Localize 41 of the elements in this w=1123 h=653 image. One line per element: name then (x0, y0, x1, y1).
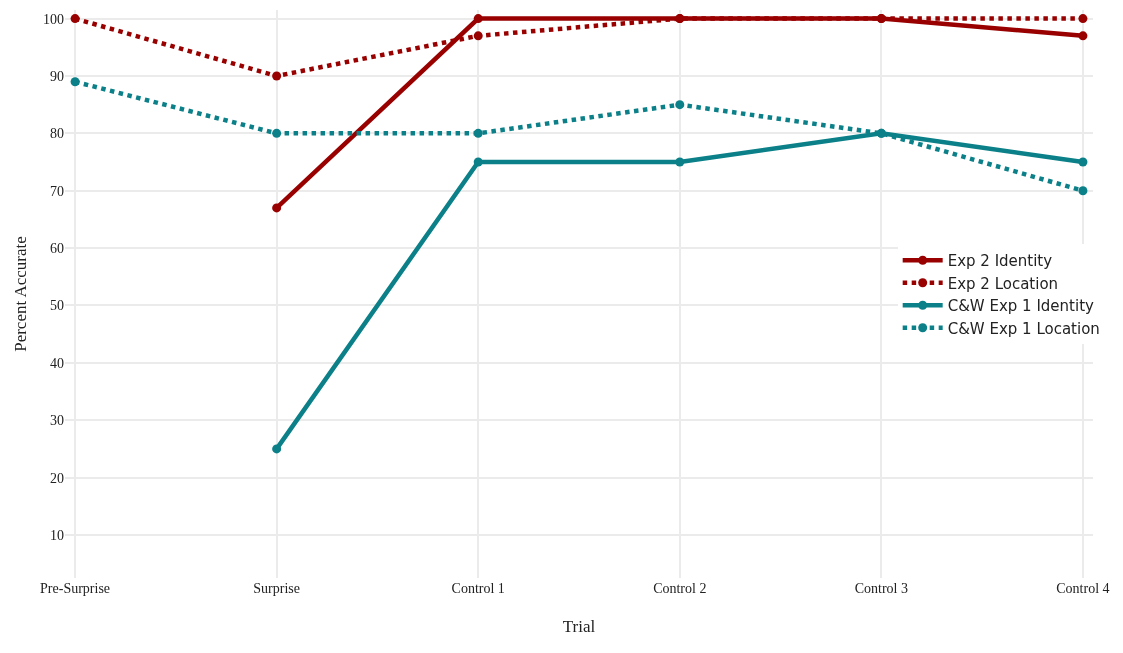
legend-label: C&W Exp 1 Location (947, 319, 1100, 338)
point (272, 444, 282, 454)
legend-label: Exp 2 Identity (947, 252, 1053, 271)
point (675, 100, 685, 110)
point (1078, 14, 1088, 24)
point (1078, 157, 1088, 167)
point (473, 14, 483, 24)
y-tick-label: 30 (50, 413, 64, 429)
point (876, 14, 886, 24)
y-tick-label: 10 (50, 527, 64, 543)
legend-label: Exp 2 Location (947, 274, 1059, 293)
x-tick-label: Control 4 (1056, 581, 1110, 596)
point (70, 77, 80, 87)
x-tick-label: Surprise (253, 581, 300, 596)
point (272, 128, 282, 138)
point (272, 71, 282, 81)
y-tick-label: 40 (50, 355, 64, 371)
point (876, 128, 886, 138)
x-axis-title: Trial (562, 617, 596, 637)
legend-label: C&W Exp 1 Identity (947, 297, 1095, 316)
point (70, 14, 80, 24)
x-tick-label: Control 3 (854, 581, 908, 596)
x-tick-label: Control 2 (653, 581, 707, 596)
point (1078, 186, 1088, 196)
x-tick-label: Control 1 (451, 581, 505, 596)
point (473, 128, 483, 138)
point (473, 31, 483, 41)
y-tick-label: 20 (50, 470, 64, 486)
y-tick-label: 50 (50, 298, 64, 314)
point (473, 157, 483, 167)
point (675, 157, 685, 167)
x-tick-label: Pre-Surprise (40, 581, 111, 596)
y-axis-title: Percent Accurate (10, 236, 30, 352)
point (675, 14, 685, 24)
y-tick-label: 70 (50, 183, 64, 199)
y-tick-label: 60 (50, 241, 64, 256)
y-tick-label: 80 (50, 126, 64, 142)
y-tick-label: 100 (43, 11, 64, 27)
point (272, 203, 282, 213)
y-tick-label: 90 (50, 68, 64, 84)
point (1078, 31, 1088, 41)
